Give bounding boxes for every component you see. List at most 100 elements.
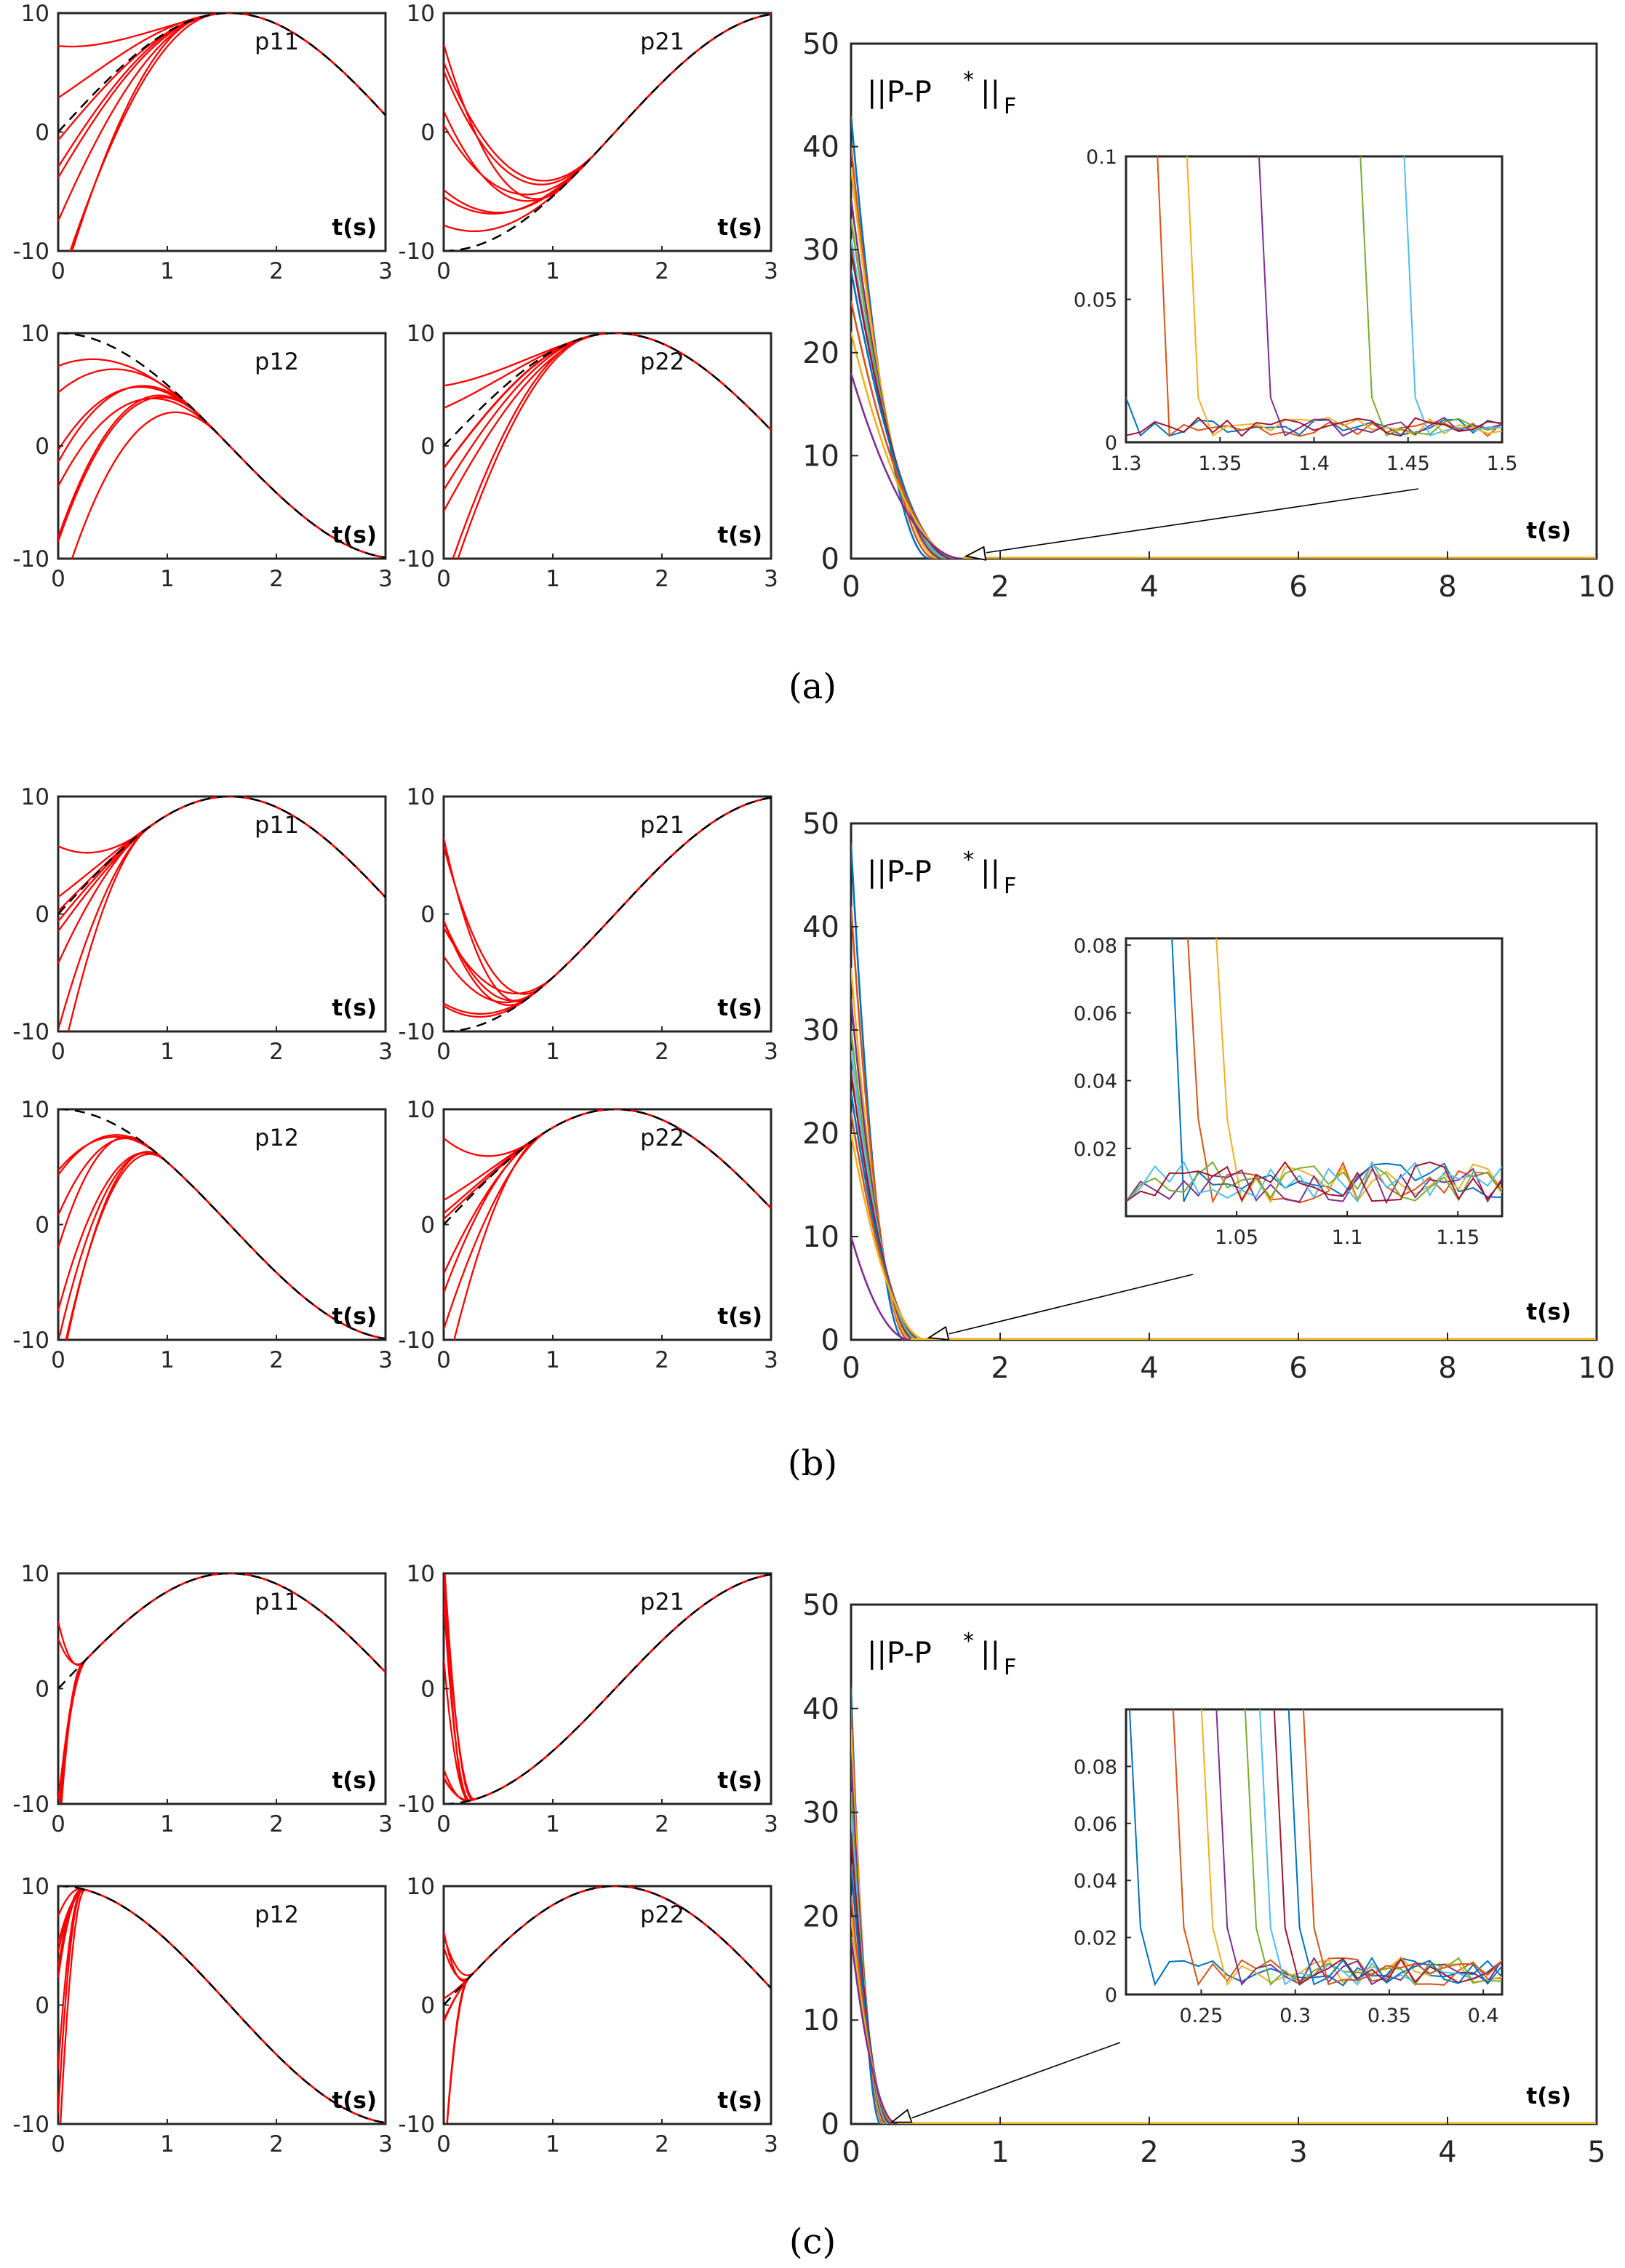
x-tick-label: 3	[764, 258, 778, 284]
reference-line	[58, 796, 386, 915]
x-tick-label: 10	[1578, 570, 1616, 604]
subplot-lines	[58, 13, 386, 251]
subplot-title: p21	[640, 28, 684, 55]
x-tick-label: 0	[51, 1811, 65, 1837]
subplot-title: p22	[640, 1124, 684, 1151]
subplot-title: p22	[640, 348, 684, 375]
x-tick-label: 2	[269, 566, 284, 592]
x-tick-label: 0	[51, 566, 65, 592]
inset-frame	[1125, 937, 1504, 1218]
subplot-xlabel: t(s)	[717, 522, 762, 548]
norm-label: ||P-P * || F	[867, 847, 1016, 899]
inset-lines	[1126, 938, 1502, 1205]
y-tick-label: 10	[802, 439, 839, 473]
x-tick-label: 2	[655, 1039, 669, 1065]
inset-y-tick-label: 0.06	[1074, 1002, 1117, 1025]
inset-series-line	[1200, 1709, 1502, 1987]
callout-arrow-line	[986, 488, 1419, 554]
subplot-lines	[58, 333, 386, 559]
y-tick-label: 10	[21, 784, 49, 810]
y-tick-label: 10	[21, 321, 49, 347]
callout-arrow-head	[927, 1325, 950, 1341]
subplot-xlabel: t(s)	[332, 995, 377, 1021]
panel-caption: (b)	[788, 1443, 837, 1484]
inset-x-tick-label: 1.15	[1436, 1226, 1480, 1249]
y-tick-label: 0	[420, 1677, 435, 1703]
y-tick-label: -10	[12, 2112, 49, 2138]
x-tick-label: 1	[160, 1347, 175, 1373]
figure-panel-2: (c)	[789, 2221, 836, 2262]
y-tick-label: 0	[420, 120, 435, 146]
panel-caption: (c)	[789, 2221, 836, 2262]
inset-lines	[1128, 1709, 1502, 1987]
norm-series-line	[851, 1936, 1597, 2124]
inset-plot: 1.05 1.1 1.15 0.02 0.04 0.06 0.08	[1074, 935, 1504, 1249]
subplot-lines	[444, 1109, 771, 1340]
inset-frame	[1125, 1708, 1504, 1996]
subplot-xlabel: t(s)	[717, 215, 762, 241]
norm-lines	[851, 115, 1597, 559]
y-tick-label: 10	[802, 1221, 839, 1254]
norm-label-close: ||	[981, 855, 1000, 889]
x-tick-label: 10	[1578, 1351, 1616, 1385]
x-tick-label: 0	[51, 258, 65, 284]
subplot-frame	[442, 1572, 772, 1805]
subplot-xlabel: t(s)	[332, 1303, 377, 1330]
norm-label-text: ||P-P	[867, 76, 932, 109]
subplot-title: p21	[640, 811, 684, 839]
y-tick-label: 0	[35, 1993, 49, 2019]
x-tick-label: 3	[764, 2131, 778, 2157]
subplot-xlabel: t(s)	[332, 2088, 377, 2114]
norm-series-line	[851, 372, 1597, 559]
inset-x-tick-label: 1.3	[1111, 452, 1142, 475]
inset-series-line	[1287, 1709, 1502, 1986]
x-tick-label: 3	[378, 1039, 393, 1065]
inset-x-tick-label: 0.3	[1279, 2005, 1311, 2027]
subplot-title: p12	[255, 1124, 299, 1151]
norm-lines	[851, 1688, 1597, 2124]
norm-label-close: ||	[981, 76, 1000, 109]
inset-plot: 1.3 1.35 1.4 1.45 1.5 0 0.05 0.1	[1074, 146, 1518, 475]
reference-line	[58, 333, 386, 559]
subplot-xlabel: t(s)	[717, 1303, 762, 1330]
inset-x-tick-label: 0.35	[1368, 2005, 1411, 2027]
x-tick-label: 1	[546, 566, 560, 592]
y-tick-label: 10	[407, 784, 435, 810]
y-tick-label: 10	[407, 1561, 435, 1587]
norm-label-text: ||P-P	[867, 1637, 932, 1670]
y-tick-label: 10	[21, 1874, 49, 1900]
callout-arrow-line	[949, 1274, 1194, 1335]
reference-line	[444, 1573, 771, 1804]
subplot-xlabel: t(s)	[717, 995, 762, 1021]
x-tick-label: 1	[546, 258, 560, 284]
reference-line	[444, 1109, 771, 1226]
inset-series-line	[1171, 938, 1502, 1202]
y-tick-label: 0	[821, 543, 839, 576]
subplot-xlabel: t(s)	[332, 522, 377, 548]
reference-line	[444, 13, 771, 251]
y-tick-label: -10	[12, 1792, 49, 1818]
x-tick-label: 0	[51, 1039, 65, 1065]
x-tick-label: 1	[546, 1347, 560, 1373]
y-tick-label: 10	[407, 1, 435, 27]
inset-series-line	[1273, 1709, 1502, 1986]
norm-label-sup: *	[963, 1629, 974, 1654]
x-tick-label: 5	[1587, 2136, 1605, 2169]
subplot-lines	[58, 1886, 386, 2124]
subplot-title: p11	[255, 28, 299, 55]
x-tick-label: 3	[378, 258, 393, 284]
x-tick-label: 1	[160, 258, 175, 284]
subplot-frame	[57, 795, 387, 1033]
subplot-lines	[444, 796, 771, 1031]
subplot-lines	[444, 1573, 771, 1804]
y-tick-label: -10	[398, 239, 435, 265]
x-tick-label: 0	[51, 1347, 65, 1373]
inset-series-line	[1215, 1709, 1502, 1987]
y-tick-label: 20	[802, 1117, 839, 1151]
inset-x-tick-label: 1.4	[1298, 452, 1330, 475]
subplot-frame	[57, 12, 387, 252]
y-tick-label: 10	[407, 1097, 435, 1123]
